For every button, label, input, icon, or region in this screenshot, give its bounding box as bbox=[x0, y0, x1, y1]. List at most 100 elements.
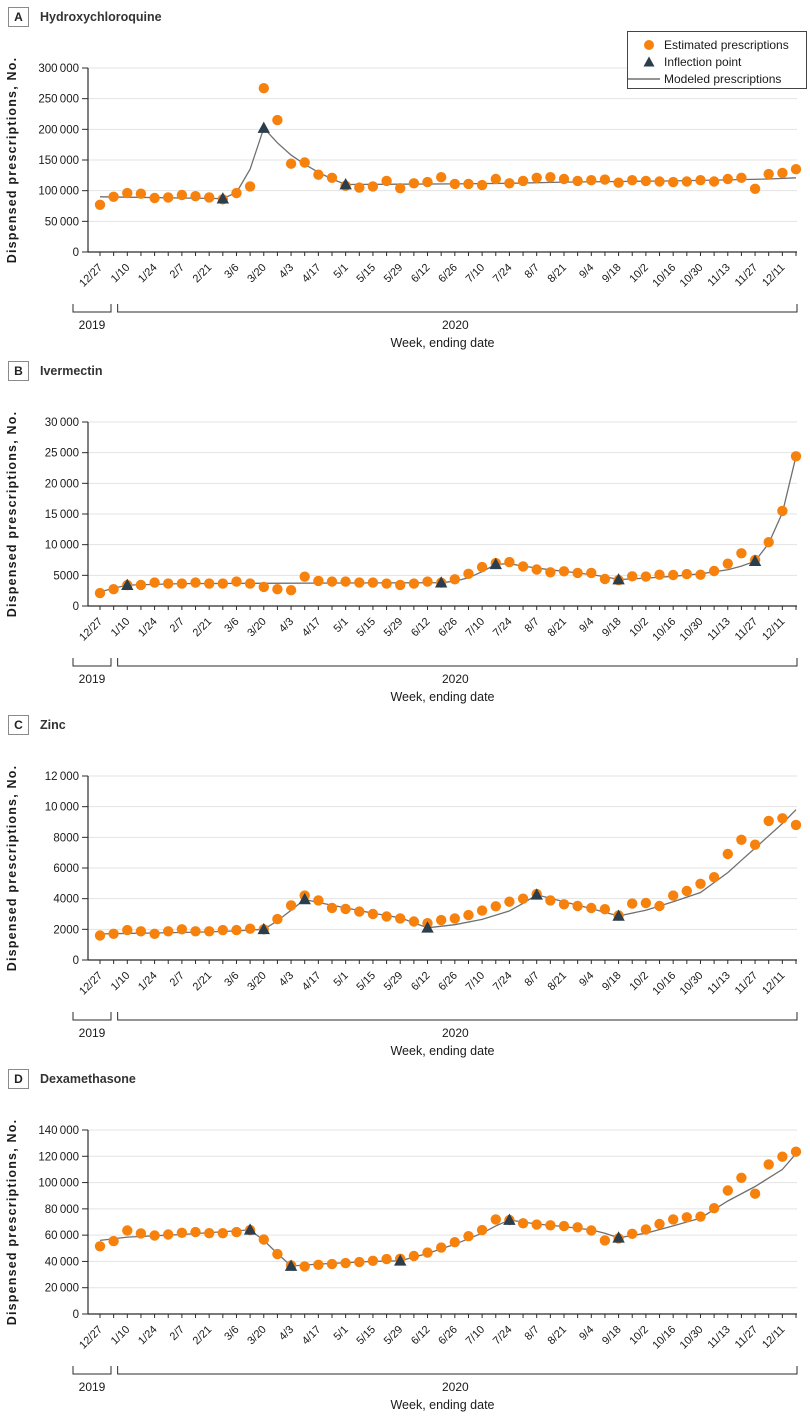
estimated-point bbox=[463, 909, 474, 921]
estimated-point bbox=[422, 1247, 433, 1258]
y-tick-label: 50 000 bbox=[45, 216, 79, 228]
estimated-point bbox=[135, 1228, 147, 1239]
estimated-point bbox=[326, 576, 338, 587]
panel-title-ivermectin: Ivermectin bbox=[40, 364, 103, 378]
estimated-point bbox=[736, 1172, 747, 1183]
estimated-point bbox=[790, 164, 802, 175]
y-axis-title: Dispensed prescriptions, No. bbox=[5, 765, 19, 972]
estimated-point bbox=[163, 192, 174, 203]
estimated-point bbox=[763, 168, 774, 180]
estimated-point bbox=[367, 1255, 379, 1266]
x-tick-label: 8/7 bbox=[523, 1324, 542, 1343]
legend-item-label: Estimated prescriptions bbox=[664, 38, 789, 52]
estimated-point bbox=[695, 878, 706, 889]
estimated-point bbox=[749, 839, 761, 850]
estimated-point bbox=[476, 561, 488, 573]
estimated-point bbox=[681, 885, 692, 897]
x-tick-label: 11/13 bbox=[706, 970, 733, 997]
estimated-point bbox=[790, 819, 802, 831]
panel-letter-b: B bbox=[8, 361, 29, 381]
legend: Estimated prescriptions Inflection point M… bbox=[627, 31, 807, 89]
modeled-prescriptions-line bbox=[99, 456, 797, 593]
estimated-point bbox=[354, 577, 365, 588]
estimated-point bbox=[545, 1220, 556, 1231]
x-tick-label: 12/11 bbox=[760, 970, 787, 997]
estimated-point bbox=[504, 896, 515, 907]
estimated-point bbox=[135, 926, 147, 937]
estimated-point bbox=[681, 1212, 692, 1223]
x-tick-label: 10/2 bbox=[627, 970, 651, 994]
estimated-point bbox=[326, 1258, 338, 1270]
estimated-point bbox=[490, 1214, 501, 1225]
year-label-2019: 2019 bbox=[79, 318, 106, 332]
x-tick-label: 10/30 bbox=[678, 970, 706, 998]
x-tick-label: 6/26 bbox=[436, 1324, 460, 1348]
estimated-point bbox=[408, 1250, 420, 1262]
estimated-point bbox=[94, 199, 106, 210]
estimated-point bbox=[545, 172, 556, 183]
estimated-point bbox=[381, 911, 392, 922]
x-tick-label: 1/24 bbox=[136, 616, 160, 640]
estimated-point bbox=[722, 173, 733, 185]
estimated-point bbox=[163, 578, 174, 589]
panel-c-header: C Zinc bbox=[0, 708, 810, 736]
x-tick-label: 2/21 bbox=[191, 616, 215, 640]
x-tick-label: 9/18 bbox=[600, 616, 624, 640]
x-tick-label: 11/13 bbox=[706, 616, 733, 643]
estimated-point bbox=[436, 172, 447, 183]
year-bracket-2019 bbox=[72, 1012, 112, 1021]
inflection-point bbox=[257, 121, 270, 133]
y-tick-label: 250 000 bbox=[38, 94, 79, 106]
chart-svg-b: 0 5000 10 000 15 000 20 000 25 000 30 000 12/27… bbox=[5, 411, 802, 704]
x-tick-label: 12/27 bbox=[77, 970, 105, 998]
estimated-point bbox=[395, 183, 406, 194]
y-tick-label: 15 000 bbox=[45, 509, 79, 521]
year-label-2020: 2020 bbox=[442, 318, 469, 332]
panel-d-header: D Dexamethasone bbox=[0, 1062, 810, 1090]
estimated-point bbox=[640, 1224, 652, 1235]
estimated-point bbox=[763, 1159, 774, 1170]
x-tick-label: 3/6 bbox=[222, 616, 241, 635]
estimated-point bbox=[558, 1220, 570, 1232]
estimated-point bbox=[272, 114, 283, 126]
estimated-point bbox=[108, 584, 119, 595]
x-tick-label: 9/4 bbox=[577, 970, 596, 989]
estimated-point bbox=[463, 568, 474, 579]
estimated-point bbox=[613, 177, 624, 188]
estimated-point bbox=[94, 930, 106, 941]
panel-b-header: B Ivermectin bbox=[0, 354, 810, 382]
panel-a-chart: 0 50 000 100 000 150 000 200 000 250 000 300 0… bbox=[0, 28, 810, 354]
x-tick-label: 11/13 bbox=[706, 262, 733, 289]
estimated-point bbox=[313, 1259, 324, 1270]
estimated-point bbox=[326, 902, 338, 914]
estimated-point bbox=[258, 83, 269, 94]
y-tick-label: 200 000 bbox=[38, 124, 79, 136]
estimated-point bbox=[299, 157, 310, 168]
legend-triangle-icon bbox=[643, 56, 655, 67]
estimated-point bbox=[654, 176, 665, 187]
y-tick-label: 20 000 bbox=[45, 1283, 79, 1295]
y-tick-label: 150 000 bbox=[38, 155, 79, 167]
estimated-point bbox=[708, 565, 720, 577]
estimated-point bbox=[204, 192, 215, 203]
x-tick-label: 12/11 bbox=[760, 1324, 787, 1351]
x-tick-label: 8/7 bbox=[523, 616, 542, 635]
inflection-point bbox=[243, 1223, 257, 1235]
inflection-point bbox=[612, 573, 625, 585]
year-bracket-2020 bbox=[117, 1366, 798, 1375]
x-tick-label: 4/3 bbox=[277, 970, 296, 989]
estimated-point bbox=[367, 577, 379, 588]
estimated-point bbox=[326, 172, 338, 183]
estimated-point bbox=[122, 187, 133, 199]
x-tick-label: 1/10 bbox=[109, 1324, 133, 1348]
estimated-point bbox=[586, 902, 597, 914]
estimated-point bbox=[668, 890, 679, 901]
estimated-point bbox=[381, 578, 392, 589]
x-tick-label: 7/24 bbox=[491, 616, 515, 640]
estimated-point bbox=[217, 1228, 228, 1239]
x-tick-label: 6/26 bbox=[436, 970, 460, 994]
estimated-point bbox=[586, 567, 597, 579]
y-tick-label: 100 000 bbox=[38, 1178, 79, 1190]
estimated-point bbox=[190, 926, 201, 937]
